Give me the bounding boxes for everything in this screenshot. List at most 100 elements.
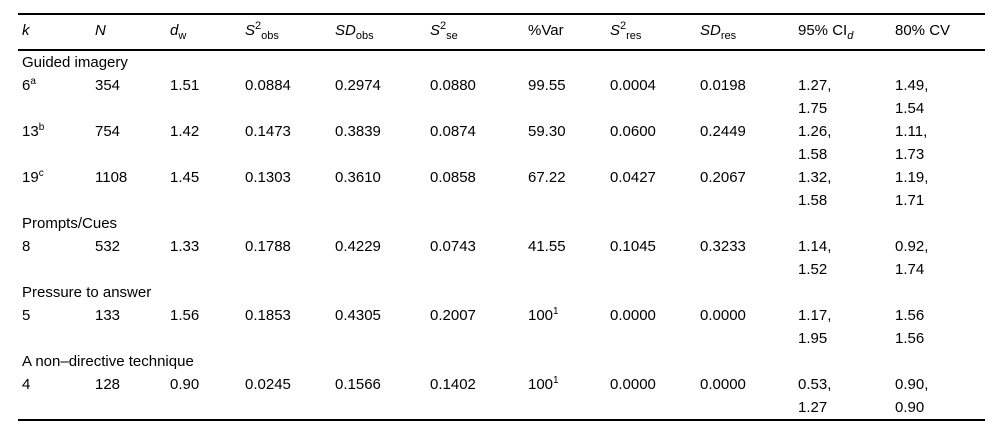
- col-header-sdobs: SDobs: [335, 14, 430, 51]
- cell-pctvar: 59.30: [528, 120, 610, 166]
- cell-ci95: 0.53, 1.27: [798, 376, 832, 416]
- cell-dw: 1.33: [170, 238, 200, 255]
- header-symbol: N: [95, 22, 106, 39]
- header-symbol: SD: [700, 22, 721, 39]
- section-row: A non–directive technique: [18, 350, 985, 373]
- cell-pctvar: 1001: [528, 373, 610, 420]
- cell-pctvar: 1001: [528, 304, 610, 350]
- cell-s2obs: 0.1473: [245, 123, 291, 140]
- cell-pctvar: 99.55: [528, 74, 610, 120]
- cell-ci95: 1.32, 1.58: [798, 169, 832, 209]
- cell-pctvar: 67.22: [528, 166, 610, 212]
- cell-k: 13b: [18, 120, 95, 166]
- cell-sdres: 0.2067: [700, 169, 746, 186]
- header-row: k N dw S2obs SDobs S2se %Var S2res SDres…: [18, 14, 985, 51]
- cell-s2res: 0.1045: [610, 238, 656, 255]
- cell-sdobs: 0.3839: [335, 123, 381, 140]
- cell-sdres: 0.3233: [700, 238, 746, 255]
- cell-sdobs: 0.3610: [335, 169, 381, 186]
- pctvar-value: 59.30: [528, 123, 566, 140]
- cell-n: 532: [95, 238, 121, 255]
- header-subscript: res: [626, 30, 642, 42]
- k-value: 13: [22, 123, 39, 140]
- col-header-s2res: S2res: [610, 14, 700, 51]
- cell-k: 19c: [18, 166, 95, 212]
- k-value: 4: [22, 376, 31, 393]
- cell-n: 754: [95, 123, 121, 140]
- col-header-s2se: S2se: [430, 14, 528, 51]
- header-symbol: SD: [335, 22, 356, 39]
- cell-s2se: 0.1402: [430, 376, 476, 393]
- header-symbol: 80% CV: [895, 22, 951, 39]
- cell-dw: 0.90: [170, 376, 200, 393]
- header-symbol: S: [430, 22, 441, 39]
- cell-s2res: 0.0000: [610, 307, 656, 324]
- table-row: 4 128 0.90 0.0245 0.1566 0.1402 1001 0.0…: [18, 373, 985, 420]
- meta-analysis-table: k N dw S2obs SDobs S2se %Var S2res SDres…: [18, 13, 985, 421]
- section-row: Pressure to answer: [18, 281, 985, 304]
- footnote-marker: c: [38, 168, 44, 179]
- pctvar-value: 99.55: [528, 77, 566, 94]
- cell-s2res: 0.0600: [610, 123, 656, 140]
- section-label: Guided imagery: [22, 54, 128, 71]
- cell-n: 1108: [95, 169, 128, 186]
- cell-cv80: 1.19, 1.71: [895, 169, 929, 209]
- cell-sdobs: 0.1566: [335, 376, 381, 393]
- col-header-ci95: 95% CId: [798, 14, 895, 51]
- cell-pctvar: 41.55: [528, 235, 610, 281]
- col-header-k: k: [18, 14, 95, 51]
- cell-sdobs: 0.4229: [335, 238, 381, 255]
- col-header-sdres: SDres: [700, 14, 798, 51]
- cell-sdres: 0.0000: [700, 376, 746, 393]
- section-label: Prompts/Cues: [22, 215, 118, 232]
- table-row: 19c 1108 1.45 0.1303 0.3610 0.0858 67.22…: [18, 166, 985, 212]
- k-value: 6: [22, 77, 31, 94]
- section-row: Guided imagery: [18, 50, 985, 74]
- cell-n: 133: [95, 307, 121, 324]
- cell-sdres: 0.2449: [700, 123, 746, 140]
- cell-n: 354: [95, 77, 121, 94]
- cell-s2obs: 0.0245: [245, 376, 291, 393]
- cell-sdres: 0.0198: [700, 77, 746, 94]
- k-value: 5: [22, 307, 31, 324]
- col-header-cv80: 80% CV: [895, 14, 985, 51]
- col-header-dw: dw: [170, 14, 245, 51]
- header-symbol: 95% CI: [798, 22, 848, 39]
- header-symbol: S: [245, 22, 256, 39]
- cell-dw: 1.56: [170, 307, 200, 324]
- cell-k: 8: [18, 235, 95, 281]
- header-symbol: d: [170, 22, 179, 39]
- cell-s2se: 0.0858: [430, 169, 476, 186]
- cell-dw: 1.45: [170, 169, 200, 186]
- col-header-pctvar: %Var: [528, 14, 610, 51]
- table-row: 13b 754 1.42 0.1473 0.3839 0.0874 59.30 …: [18, 120, 985, 166]
- cell-s2se: 0.2007: [430, 307, 476, 324]
- footnote-marker: b: [38, 122, 45, 133]
- footnote-marker: 1: [553, 375, 559, 386]
- cell-ci95: 1.26, 1.58: [798, 123, 832, 163]
- footnote-marker: a: [30, 76, 36, 87]
- cell-s2obs: 0.0884: [245, 77, 291, 94]
- section-label: A non–directive technique: [22, 353, 194, 370]
- cell-ci95: 1.14, 1.52: [798, 238, 832, 278]
- cell-dw: 1.51: [170, 77, 200, 94]
- pctvar-value: 100: [528, 376, 554, 393]
- cell-s2se: 0.0874: [430, 123, 476, 140]
- footnote-marker: 1: [553, 306, 559, 317]
- cell-sdres: 0.0000: [700, 307, 746, 324]
- cell-s2obs: 0.1853: [245, 307, 291, 324]
- header-symbol: %Var: [528, 22, 564, 39]
- header-subscript: w: [178, 30, 187, 42]
- table-row: 5 133 1.56 0.1853 0.4305 0.2007 1001 0.0…: [18, 304, 985, 350]
- header-superscript: 2: [440, 20, 447, 32]
- cell-cv80: 0.92, 1.74: [895, 238, 929, 278]
- cell-k: 4: [18, 373, 95, 420]
- section-row: Prompts/Cues: [18, 212, 985, 235]
- cell-cv80: 1.49, 1.54: [895, 77, 929, 117]
- header-subscript: obs: [261, 30, 279, 42]
- cell-s2obs: 0.1788: [245, 238, 291, 255]
- cell-s2se: 0.0880: [430, 77, 476, 94]
- cell-n: 128: [95, 376, 121, 393]
- cell-sdobs: 0.2974: [335, 77, 381, 94]
- k-value: 19: [22, 169, 39, 186]
